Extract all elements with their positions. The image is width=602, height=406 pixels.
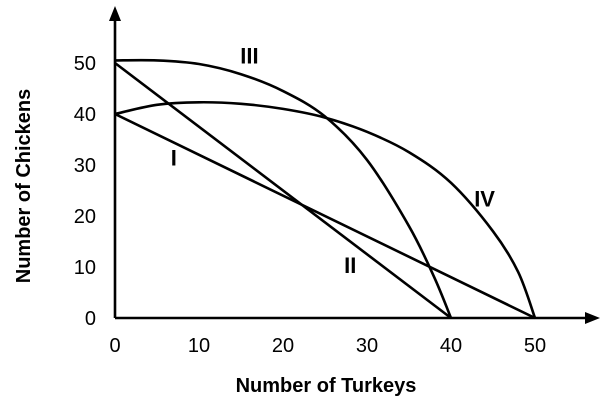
curve-label-i: I <box>171 146 177 171</box>
x-tick-label: 0 <box>109 335 120 357</box>
y-tick-label: 0 <box>85 308 96 330</box>
curve-iii <box>114 58 453 319</box>
curve-iv <box>114 100 537 319</box>
x-axis-arrowhead <box>585 312 600 324</box>
curve-label-ii: II <box>344 253 356 278</box>
curve-ii <box>114 61 452 320</box>
curves <box>114 58 537 320</box>
x-tick-label: 30 <box>356 335 378 357</box>
x-tick-label: 40 <box>440 335 462 357</box>
y-axis-arrowhead <box>109 6 121 21</box>
x-tick-label: 20 <box>272 335 294 357</box>
y-tick-labels: 0 10 20 30 40 50 <box>74 53 96 330</box>
x-axis-title: Number of Turkeys <box>236 375 417 397</box>
axes <box>109 6 600 324</box>
y-tick-label: 30 <box>74 155 96 177</box>
x-tick-label: 10 <box>188 335 210 357</box>
y-axis-title: Number of Chickens <box>13 89 35 283</box>
y-tick-label: 10 <box>74 257 96 279</box>
curve-label-iii: III <box>240 44 258 69</box>
y-tick-label: 40 <box>74 104 96 126</box>
curve-i <box>114 112 536 320</box>
y-tick-label: 50 <box>74 53 96 75</box>
x-tick-labels: 0 10 20 30 40 50 <box>109 335 546 357</box>
x-tick-label: 50 <box>524 335 546 357</box>
curve-label-iv: IV <box>474 187 495 212</box>
y-tick-label: 20 <box>74 206 96 228</box>
